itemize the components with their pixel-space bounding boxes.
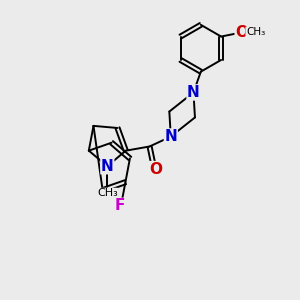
Text: N: N bbox=[101, 159, 114, 174]
Text: CH₃: CH₃ bbox=[246, 27, 265, 37]
Text: O: O bbox=[235, 25, 248, 40]
Text: F: F bbox=[114, 198, 125, 213]
Text: O: O bbox=[149, 162, 162, 177]
Text: N: N bbox=[187, 85, 200, 100]
Text: N: N bbox=[164, 129, 177, 144]
Text: CH₃: CH₃ bbox=[97, 188, 118, 198]
